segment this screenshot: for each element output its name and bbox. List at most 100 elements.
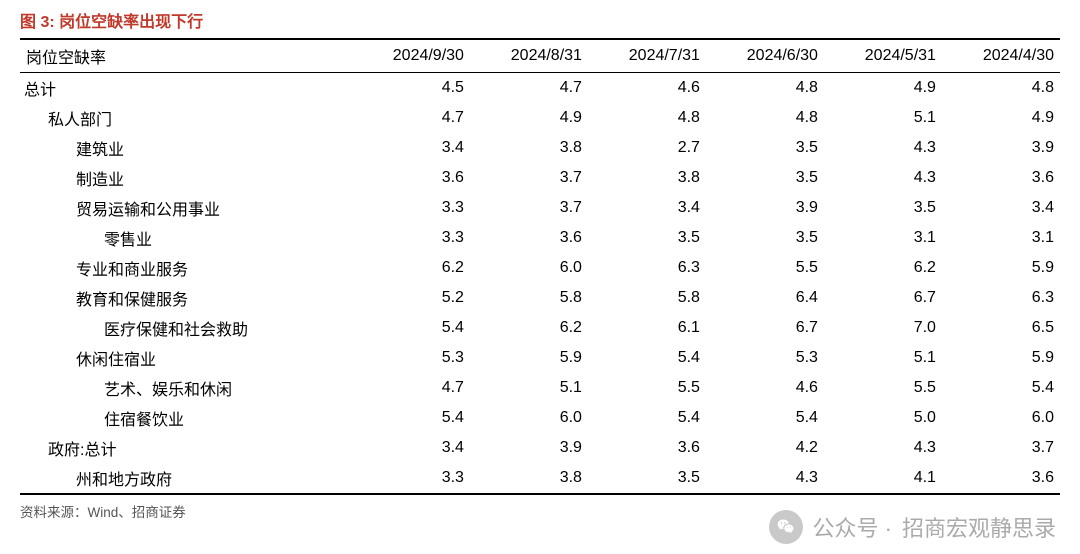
value-cell: 3.6: [588, 433, 706, 463]
header-label-cell: 岗位空缺率: [20, 39, 352, 73]
figure-title: 图 3: 岗位空缺率出现下行: [0, 0, 1080, 38]
table-row: 专业和商业服务6.26.06.35.56.25.9: [20, 253, 1060, 283]
value-cell: 2.7: [588, 133, 706, 163]
watermark-prefix: 公众号 ·: [813, 511, 892, 543]
table-row: 总计4.54.74.64.84.94.8: [20, 73, 1060, 104]
value-cell: 3.3: [352, 193, 470, 223]
value-cell: 3.9: [942, 133, 1060, 163]
row-label-cell: 艺术、娱乐和休闲: [20, 373, 352, 403]
figure-number: 图 3:: [20, 14, 55, 31]
header-date-cell: 2024/8/31: [470, 39, 588, 73]
value-cell: 5.5: [588, 373, 706, 403]
value-cell: 4.8: [706, 73, 824, 104]
value-cell: 3.9: [706, 193, 824, 223]
value-cell: 5.2: [352, 283, 470, 313]
value-cell: 3.4: [588, 193, 706, 223]
value-cell: 4.8: [706, 103, 824, 133]
table-row: 制造业3.63.73.83.54.33.6: [20, 163, 1060, 193]
value-cell: 5.4: [588, 343, 706, 373]
value-cell: 3.5: [706, 133, 824, 163]
value-cell: 3.6: [942, 463, 1060, 494]
table-row: 政府:总计3.43.93.64.24.33.7: [20, 433, 1060, 463]
value-cell: 4.3: [824, 133, 942, 163]
watermark-name: 招商宏观静思录: [902, 511, 1056, 543]
value-cell: 5.9: [470, 343, 588, 373]
figure-title-text: 岗位空缺率出现下行: [59, 14, 203, 31]
value-cell: 5.1: [470, 373, 588, 403]
value-cell: 3.5: [824, 193, 942, 223]
row-label-cell: 私人部门: [20, 103, 352, 133]
header-date-cell: 2024/9/30: [352, 39, 470, 73]
value-cell: 4.9: [942, 103, 1060, 133]
value-cell: 5.9: [942, 343, 1060, 373]
table-header: 岗位空缺率2024/9/302024/8/312024/7/312024/6/3…: [20, 39, 1060, 73]
value-cell: 5.4: [352, 313, 470, 343]
value-cell: 4.7: [352, 373, 470, 403]
value-cell: 6.2: [824, 253, 942, 283]
value-cell: 6.3: [942, 283, 1060, 313]
value-cell: 3.9: [470, 433, 588, 463]
table-header-row: 岗位空缺率2024/9/302024/8/312024/7/312024/6/3…: [20, 39, 1060, 73]
value-cell: 3.6: [352, 163, 470, 193]
value-cell: 3.6: [942, 163, 1060, 193]
value-cell: 5.1: [824, 343, 942, 373]
value-cell: 6.0: [470, 403, 588, 433]
table-row: 贸易运输和公用事业3.33.73.43.93.53.4: [20, 193, 1060, 223]
value-cell: 3.3: [352, 463, 470, 494]
value-cell: 3.7: [942, 433, 1060, 463]
value-cell: 5.0: [824, 403, 942, 433]
row-label-cell: 休闲住宿业: [20, 343, 352, 373]
value-cell: 3.3: [352, 223, 470, 253]
value-cell: 3.8: [470, 463, 588, 494]
vacancy-rate-table: 岗位空缺率2024/9/302024/8/312024/7/312024/6/3…: [20, 38, 1060, 495]
value-cell: 7.0: [824, 313, 942, 343]
value-cell: 4.8: [942, 73, 1060, 104]
header-date-cell: 2024/6/30: [706, 39, 824, 73]
table-row: 休闲住宿业5.35.95.45.35.15.9: [20, 343, 1060, 373]
row-label-cell: 总计: [20, 73, 352, 104]
table-row: 建筑业3.43.82.73.54.33.9: [20, 133, 1060, 163]
value-cell: 3.7: [470, 193, 588, 223]
value-cell: 5.3: [352, 343, 470, 373]
value-cell: 6.2: [470, 313, 588, 343]
value-cell: 4.8: [588, 103, 706, 133]
table-body: 总计4.54.74.64.84.94.8私人部门4.74.94.84.85.14…: [20, 73, 1060, 495]
watermark: 公众号 · 招商宏观静思录: [769, 510, 1056, 544]
row-label-cell: 医疗保健和社会救助: [20, 313, 352, 343]
value-cell: 5.5: [824, 373, 942, 403]
value-cell: 6.4: [706, 283, 824, 313]
table-row: 州和地方政府3.33.83.54.34.13.6: [20, 463, 1060, 494]
value-cell: 4.1: [824, 463, 942, 494]
wechat-icon: [769, 510, 803, 544]
header-date-cell: 2024/7/31: [588, 39, 706, 73]
table-row: 住宿餐饮业5.46.05.45.45.06.0: [20, 403, 1060, 433]
value-cell: 4.7: [470, 73, 588, 104]
value-cell: 3.8: [588, 163, 706, 193]
value-cell: 5.9: [942, 253, 1060, 283]
value-cell: 6.5: [942, 313, 1060, 343]
value-cell: 4.3: [824, 433, 942, 463]
value-cell: 5.5: [706, 253, 824, 283]
row-label-cell: 贸易运输和公用事业: [20, 193, 352, 223]
value-cell: 5.4: [588, 403, 706, 433]
value-cell: 3.5: [706, 163, 824, 193]
value-cell: 6.0: [942, 403, 1060, 433]
value-cell: 6.2: [352, 253, 470, 283]
value-cell: 3.6: [470, 223, 588, 253]
value-cell: 3.8: [470, 133, 588, 163]
value-cell: 4.5: [352, 73, 470, 104]
row-label-cell: 制造业: [20, 163, 352, 193]
row-label-cell: 教育和保健服务: [20, 283, 352, 313]
row-label-cell: 住宿餐饮业: [20, 403, 352, 433]
value-cell: 6.7: [824, 283, 942, 313]
value-cell: 4.6: [588, 73, 706, 104]
table-row: 医疗保健和社会救助5.46.26.16.77.06.5: [20, 313, 1060, 343]
table-row: 教育和保健服务5.25.85.86.46.76.3: [20, 283, 1060, 313]
row-label-cell: 建筑业: [20, 133, 352, 163]
value-cell: 3.7: [470, 163, 588, 193]
header-date-cell: 2024/4/30: [942, 39, 1060, 73]
value-cell: 3.4: [352, 133, 470, 163]
value-cell: 5.8: [470, 283, 588, 313]
value-cell: 4.6: [706, 373, 824, 403]
table-container: 岗位空缺率2024/9/302024/8/312024/7/312024/6/3…: [0, 38, 1080, 495]
